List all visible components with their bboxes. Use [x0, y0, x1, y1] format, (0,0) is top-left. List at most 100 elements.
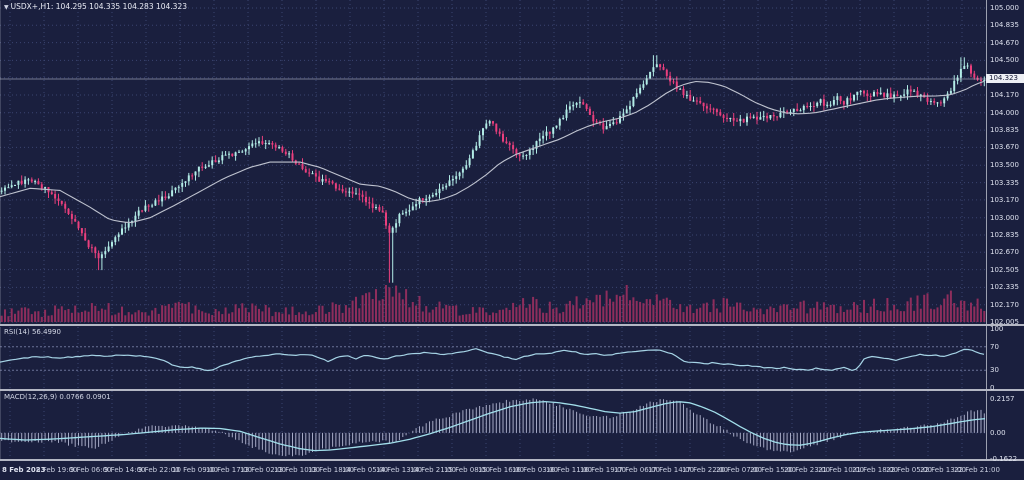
time-axis-label: 13 Feb 18:00 [308, 466, 354, 474]
candle-body [304, 169, 307, 173]
volume-bar [809, 308, 812, 322]
candle-body [796, 108, 799, 112]
volume-bar [692, 313, 695, 322]
volume-bar [174, 302, 177, 322]
candle-body [582, 102, 585, 105]
candle-body [251, 143, 254, 147]
time-axis-label: 22 Feb 21:00 [954, 466, 1000, 474]
volume-bar [685, 306, 688, 322]
volume-bar [234, 304, 237, 322]
candle-body [438, 188, 441, 194]
time-axis[interactable]: 8 Feb 2023 8 Feb 19:00 9 Feb 06:00 9 Feb 14… [0, 462, 1024, 480]
candle-body [709, 108, 712, 110]
volume-bar [568, 300, 571, 322]
candle-body [214, 160, 217, 163]
candle-body [622, 113, 625, 116]
candle-body [475, 145, 478, 151]
candle-body [97, 253, 100, 259]
volume-bar [963, 300, 966, 322]
candle-body [963, 65, 966, 69]
volume-bar [17, 310, 20, 322]
time-axis-label: 14 Feb 21:00 [410, 466, 456, 474]
volume-bar [796, 308, 799, 322]
volume-bar [689, 304, 692, 322]
volume-bar [224, 307, 227, 322]
volume-bar [602, 306, 605, 322]
volume-bar [866, 313, 869, 322]
volume-bar [899, 311, 902, 322]
candle-body [37, 181, 40, 185]
volume-bar [20, 307, 23, 322]
volume-bar [926, 293, 929, 322]
candle-body [355, 193, 357, 195]
volume-bar [421, 311, 424, 322]
volume-bar [859, 312, 862, 322]
volume-bar [338, 304, 341, 322]
candle-body [635, 93, 638, 97]
candle-body [458, 172, 461, 177]
candle-body [187, 175, 190, 182]
volume-bar [532, 296, 535, 322]
candle-body [17, 180, 20, 185]
volume-bar [351, 300, 354, 322]
candle-body [288, 153, 291, 155]
macd-chart[interactable] [0, 391, 986, 459]
candle-body [893, 94, 896, 98]
volume-bar [806, 313, 809, 322]
rsi-pane[interactable] [0, 327, 986, 389]
candle-body [715, 109, 718, 113]
candle-body [719, 112, 722, 116]
main-chart-pane[interactable] [0, 0, 986, 325]
volume-bar [879, 311, 882, 322]
candle-body [441, 187, 444, 189]
pane-separator[interactable] [0, 324, 1024, 326]
volume-bar [258, 308, 260, 322]
candle-body [100, 254, 103, 259]
candle-body [512, 145, 515, 150]
candle-body [866, 93, 869, 96]
candle-body [832, 100, 835, 105]
volume-bar [953, 303, 956, 322]
candle-body [254, 143, 257, 145]
candle-body [415, 204, 418, 207]
volume-bar [846, 309, 849, 322]
price-axis-label: 104.670 [990, 38, 1019, 47]
time-axis-label: 20 Feb 07:00 [716, 466, 762, 474]
candle-body [411, 206, 414, 211]
macd-pane[interactable] [0, 391, 986, 459]
volume-bar [154, 307, 157, 322]
volume-bar [832, 304, 835, 322]
candle-body [886, 93, 889, 97]
candle-body [231, 153, 234, 156]
rsi-chart[interactable] [0, 327, 986, 389]
candle-body [127, 223, 130, 228]
volume-bar [502, 309, 504, 322]
pane-separator[interactable] [0, 389, 1024, 391]
axis-divider-line [986, 0, 987, 460]
candle-body [705, 106, 708, 109]
candle-body [906, 89, 909, 95]
volume-bar [625, 285, 628, 322]
volume-bar [314, 312, 317, 322]
volume-bar [966, 310, 969, 322]
candle-body [959, 69, 962, 78]
volume-bar [77, 312, 80, 322]
volume-bar [271, 316, 274, 322]
price-axis[interactable]: 104.323 105.000 104.835 104.670 104.500 104.… [986, 0, 1024, 463]
volume-bar [191, 313, 194, 322]
volume-bar [642, 303, 645, 322]
volume-bar [10, 308, 13, 322]
volume-bar [919, 308, 922, 322]
candle-body [759, 117, 762, 120]
candle-body [161, 196, 164, 202]
volume-bar [662, 298, 665, 322]
volume-bar [498, 309, 501, 322]
candle-body [492, 121, 494, 124]
price-axis-label: 102.835 [990, 230, 1019, 239]
volume-bar [201, 311, 204, 322]
candle-body [311, 173, 314, 175]
pane-separator[interactable] [0, 459, 1024, 461]
volume-bar [461, 314, 464, 322]
candlestick-chart[interactable] [0, 0, 986, 325]
rsi-label: RSI(14) 56.4990 [4, 328, 61, 336]
